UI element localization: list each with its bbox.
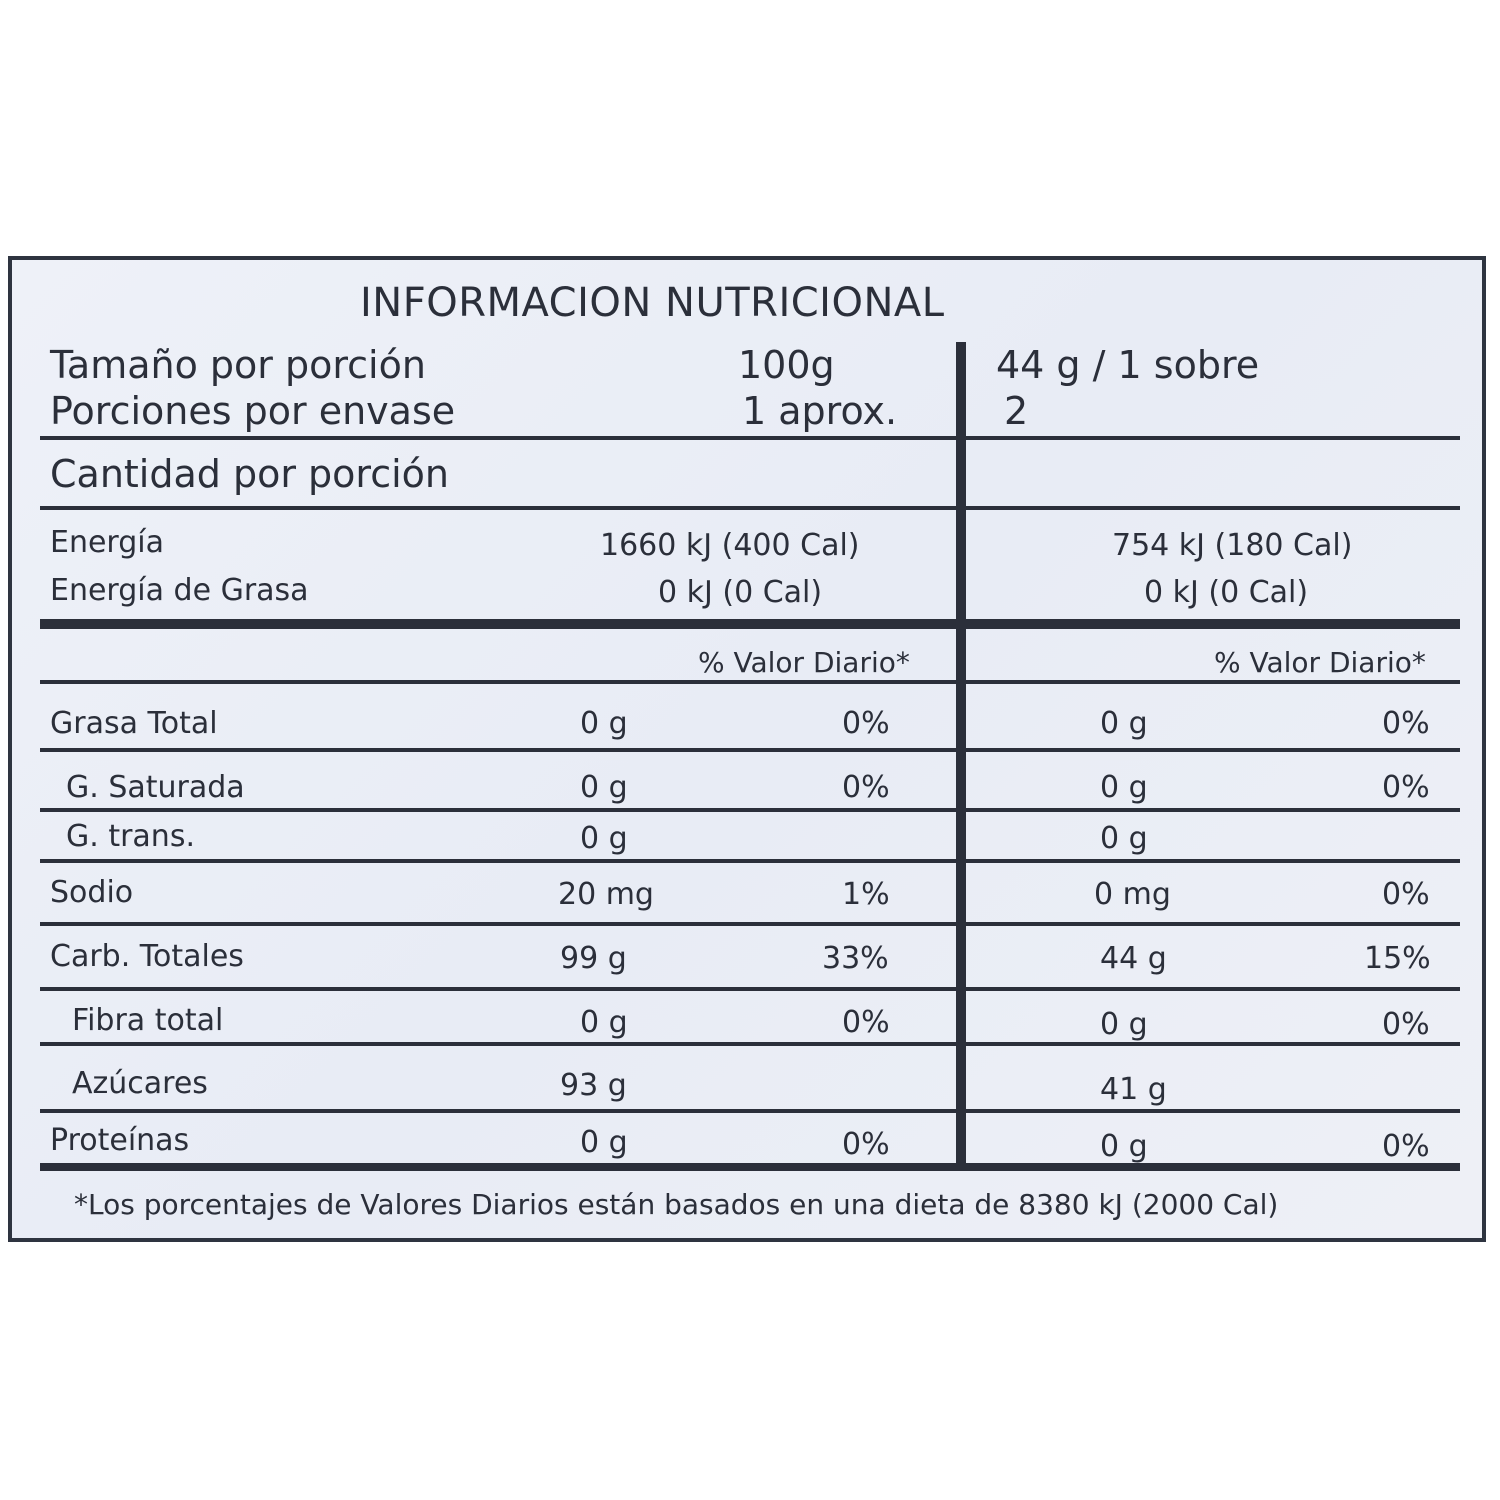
label-title: INFORMACION NUTRICIONAL [360, 280, 945, 326]
divider [40, 1042, 1460, 1046]
thick-divider [40, 619, 1460, 629]
row-amount-sachet: 0 mg [1094, 877, 1171, 912]
row-dv-100: 0% [842, 1005, 890, 1040]
row-amount-100: 0 g [580, 1005, 628, 1040]
row-amount-100: 20 mg [558, 877, 654, 912]
row-dv-sachet: 0% [1382, 1007, 1430, 1042]
row-dv-100: 0% [842, 706, 890, 741]
row-label: G. Saturada [66, 770, 245, 805]
servings-sachet: 2 [1004, 389, 1029, 433]
divider [40, 436, 1460, 440]
row-dv-sachet: 0% [1382, 706, 1430, 741]
row-dv-sachet: 0% [1382, 770, 1430, 805]
row-dv-100: 1% [842, 877, 890, 912]
row-amount-sachet: 0 g [1100, 706, 1148, 741]
row-amount-sachet: 0 g [1100, 770, 1148, 805]
row-label: Carb. Totales [50, 939, 244, 974]
row-amount-100: 99 g [560, 941, 627, 976]
divider [40, 859, 1460, 863]
row-dv-100: 0% [842, 770, 890, 805]
row-dv-sachet: 0% [1382, 877, 1430, 912]
row-amount-sachet: 0 g [1100, 1129, 1148, 1164]
row-label: G. trans. [66, 819, 195, 854]
servings-100: 1 aprox. [742, 389, 898, 433]
divider [40, 1109, 1460, 1113]
row-dv-sachet: 15% [1364, 941, 1431, 976]
energy-100: 1660 kJ (400 Cal) [600, 528, 860, 563]
amount-per-serving-label: Cantidad por porción [50, 452, 449, 496]
serving-size-label: Tamaño por porción [50, 343, 426, 387]
dv-header-100: % Valor Diario* [698, 646, 910, 679]
footnote: *Los porcentajes de Valores Diarios está… [74, 1188, 1279, 1221]
divider [40, 748, 1460, 752]
serving-size-100: 100g [738, 343, 835, 387]
row-label: Azúcares [72, 1066, 208, 1101]
row-amount-sachet: 0 g [1100, 821, 1148, 856]
energy-label: Energía [50, 525, 164, 560]
divider [40, 922, 1460, 926]
divider [40, 808, 1460, 812]
row-label: Sodio [50, 875, 134, 910]
row-amount-sachet: 44 g [1100, 941, 1167, 976]
column-divider [956, 342, 966, 1168]
row-amount-100: 0 g [580, 706, 628, 741]
row-amount-100: 93 g [560, 1068, 627, 1103]
divider [40, 506, 1460, 510]
servings-label: Porciones por envase [50, 389, 456, 433]
serving-size-sachet: 44 g / 1 sobre [996, 343, 1260, 387]
row-amount-sachet: 0 g [1100, 1007, 1148, 1042]
row-label: Fibra total [72, 1003, 224, 1038]
fat-energy-100: 0 kJ (0 Cal) [658, 575, 823, 610]
row-dv-100: 33% [822, 941, 889, 976]
divider [40, 987, 1460, 991]
row-amount-100: 0 g [580, 821, 628, 856]
dv-header-sachet: % Valor Diario* [1214, 646, 1426, 679]
row-amount-100: 0 g [580, 770, 628, 805]
row-dv-100: 0% [842, 1127, 890, 1162]
row-dv-sachet: 0% [1382, 1129, 1430, 1164]
energy-sachet: 754 kJ (180 Cal) [1112, 528, 1353, 563]
row-label: Grasa Total [50, 706, 218, 741]
divider [40, 680, 1460, 684]
row-amount-sachet: 41 g [1100, 1072, 1167, 1107]
fat-energy-sachet: 0 kJ (0 Cal) [1144, 575, 1309, 610]
fat-energy-label: Energía de Grasa [50, 573, 309, 608]
row-amount-100: 0 g [580, 1125, 628, 1160]
row-label: Proteínas [50, 1123, 190, 1158]
thick-divider [40, 1163, 1460, 1171]
